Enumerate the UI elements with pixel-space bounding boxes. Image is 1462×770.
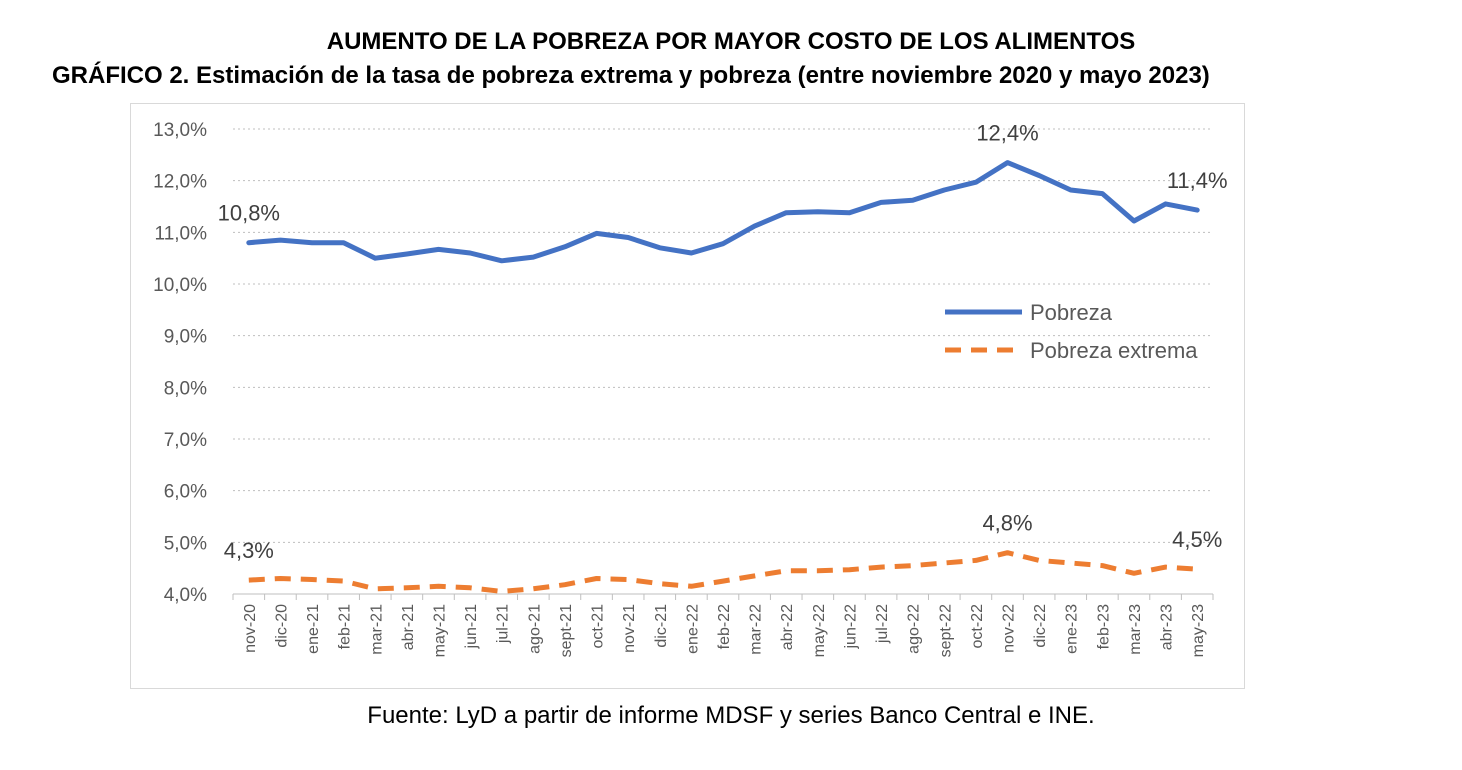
- data-label: 10,8%: [218, 201, 280, 226]
- x-tick-label: sept-21: [558, 604, 575, 657]
- x-tick-label: may-23: [1190, 604, 1207, 657]
- x-tick-label: ago-22: [906, 604, 923, 654]
- x-tick-label: jul-22: [874, 604, 891, 644]
- series-lines: [246, 160, 1200, 594]
- x-tick-label: abr-22: [779, 604, 796, 650]
- x-tick-label: jun-22: [842, 604, 859, 650]
- series-line-0: [246, 160, 1200, 264]
- x-tick-label: jul-21: [495, 604, 512, 644]
- x-tick-label: sept-22: [937, 604, 954, 657]
- chart-frame: [130, 103, 1245, 689]
- y-tick-label: 8,0%: [164, 378, 207, 399]
- chart-subtitle: GRÁFICO 2. Estimación de la tasa de pobr…: [52, 62, 1210, 89]
- data-label: 11,4%: [1167, 168, 1228, 193]
- y-tick-label: 4,0%: [164, 585, 207, 606]
- x-tick-label: feb-22: [716, 604, 733, 649]
- gridlines: [232, 128, 1214, 600]
- y-axis-ticks: 4,0% 5,0% 6,0% 7,0% 8,0% 9,0% 10,0% 11,0% 12,0% 1…: [153, 120, 207, 606]
- x-tick-label: may-22: [811, 604, 828, 657]
- x-tick-label: nov-21: [621, 604, 638, 653]
- data-label: 12,4%: [976, 121, 1038, 146]
- y-tick-label: 10,0%: [153, 275, 207, 296]
- x-tick-label: dic-20: [273, 604, 290, 648]
- legend: Pobreza Pobreza extrema: [945, 300, 1198, 363]
- x-tick-label: dic-22: [1032, 604, 1049, 648]
- legend-label: Pobreza extrema: [1030, 338, 1198, 363]
- data-label: 4,5%: [1172, 527, 1222, 552]
- y-tick-label: 7,0%: [164, 430, 207, 451]
- y-tick-label: 6,0%: [164, 482, 207, 503]
- data-labels: 10,8% 12,4% 11,4% 4,3% 4,8% 4,5%: [218, 121, 1228, 563]
- x-tick-label: ene-22: [684, 604, 701, 654]
- chart-title: AUMENTO DE LA POBREZA POR MAYOR COSTO DE…: [326, 28, 1136, 55]
- x-tick-label: mar-23: [1127, 604, 1144, 655]
- y-tick-label: 9,0%: [164, 327, 207, 348]
- x-tick-label: mar-21: [368, 604, 385, 655]
- x-tick-label: nov-22: [1001, 604, 1018, 653]
- line-chart: 4,0% 5,0% 6,0% 7,0% 8,0% 9,0% 10,0% 11,0% 12,0% 1…: [153, 120, 1228, 657]
- source-note: Fuente: LyD a partir de informe MDSF y s…: [367, 702, 1095, 729]
- x-tick-label: abr-23: [1159, 604, 1176, 650]
- x-tick-label: oct-22: [969, 604, 986, 649]
- x-tick-label: mar-22: [748, 604, 765, 655]
- x-axis-ticks: nov-20 dic-20 ene-21 feb-21 mar-21 abr-21 may-…: [242, 604, 1207, 657]
- data-label: 4,8%: [982, 511, 1032, 536]
- x-tick-label: may-21: [431, 604, 448, 657]
- x-tick-label: abr-21: [400, 604, 417, 650]
- series-line-1: [248, 550, 1198, 594]
- x-tick-label: ago-21: [526, 604, 543, 654]
- x-tick-label: jun-21: [463, 604, 480, 650]
- x-tick-label: nov-20: [242, 604, 259, 653]
- x-tick-label: ene-21: [305, 604, 322, 654]
- x-tick-label: feb-23: [1095, 604, 1112, 649]
- x-tick-label: feb-21: [337, 604, 354, 649]
- y-tick-label: 5,0%: [164, 533, 207, 554]
- y-tick-label: 11,0%: [155, 223, 208, 244]
- x-tick-label: ene-23: [1064, 604, 1081, 654]
- x-tick-label: dic-21: [653, 604, 670, 648]
- y-tick-label: 13,0%: [153, 120, 207, 141]
- legend-label: Pobreza: [1030, 300, 1113, 325]
- x-tick-label: oct-21: [590, 604, 607, 649]
- y-tick-label: 12,0%: [153, 172, 207, 193]
- data-label: 4,3%: [224, 538, 274, 563]
